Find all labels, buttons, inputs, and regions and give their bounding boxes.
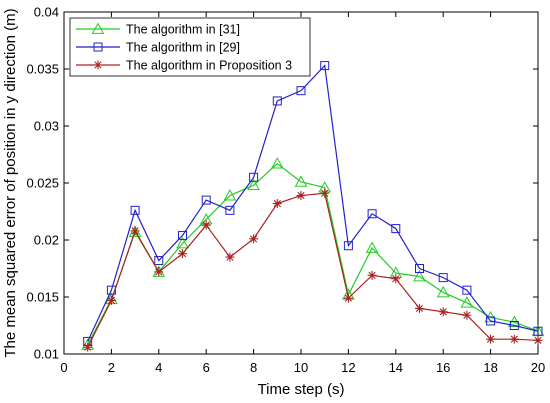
data-point-triangle [176,236,189,249]
data-point-star [486,334,496,344]
data-point-triangle [413,269,426,282]
x-tick-label: 10 [294,360,308,375]
data-point-square [225,205,235,215]
data-point-triangle [294,175,308,187]
data-point-triangle [436,285,450,298]
data-point-star [154,267,164,277]
data-point-square [249,172,259,182]
data-point-star [320,188,330,198]
legend: The algorithm in [31] The algorithm in [2… [69,17,311,77]
y-axis-title: The mean squared error of position in y … [2,8,19,357]
legend-marker-triangle [91,22,105,34]
data-series [81,61,545,352]
series-star [83,188,543,352]
data-point-square [367,209,377,219]
x-tick-label: 8 [250,360,257,375]
x-tick-label: 14 [389,360,403,375]
data-point-star [415,303,424,313]
x-tick-label: 2 [108,360,115,375]
legend-label: The algorithm in [31] [126,23,240,37]
axis-ticks: 0 2 4 6 8 10 12 14 16 18 20 0.01 0.015 0.02 0.025 0.03 0… [26,5,545,376]
data-point-star [462,310,472,320]
data-point-star [130,226,140,236]
x-tick-label: 4 [155,360,162,375]
data-point-star [367,270,377,280]
x-tick-label: 0 [60,360,67,375]
x-tick-label: 16 [436,360,450,375]
data-point-square [343,241,353,251]
data-point-square [130,205,140,215]
data-point-square [178,230,187,240]
legend-label: The algorithm in [29] [126,41,240,55]
x-tick-label: 18 [483,360,497,375]
data-point-star [509,334,519,344]
data-point-star [178,249,187,259]
data-point-square [462,285,472,295]
data-point-square [415,264,424,273]
data-point-star [201,220,211,230]
data-point-square [438,273,448,283]
data-point-star [272,199,282,209]
data-point-star [106,295,116,305]
x-tick-label: 6 [203,360,210,375]
data-point-square [320,61,330,71]
data-point-triangle [128,225,142,237]
data-point-triangle [247,178,260,191]
y-tick-label: 0.035 [26,62,59,77]
y-tick-label: 0.02 [34,233,59,248]
x-tick-label: 12 [341,360,355,375]
data-point-triangle [223,189,237,201]
data-point-star [83,342,93,352]
data-point-square [272,96,282,106]
data-point-star [438,307,448,317]
data-point-star [343,293,353,303]
legend-marker-star [93,60,103,70]
x-axis-title: Time step (s) [258,381,345,398]
data-point-triangle [270,157,284,169]
data-point-star [533,335,543,345]
y-tick-label: 0.03 [34,119,59,134]
data-point-star [391,274,401,284]
data-point-square [296,86,306,96]
data-point-star [296,191,306,201]
series-line [87,192,539,348]
x-tick-label: 20 [531,360,545,375]
data-point-square [509,321,519,330]
data-point-triangle [365,241,379,253]
data-point-square [391,224,401,234]
data-point-square [154,256,164,266]
legend-marker-square [93,42,103,52]
y-tick-label: 0.025 [26,176,59,191]
y-tick-label: 0.015 [26,290,59,305]
data-point-square [486,316,496,326]
data-point-star [225,252,235,262]
data-point-star [249,234,259,244]
data-point-square [533,326,543,336]
data-point-square [201,195,211,205]
series-line [87,162,539,346]
legend-label: The algorithm in Proposition 3 [126,59,292,73]
y-tick-label: 0.04 [34,5,59,20]
y-tick-label: 0.01 [34,347,59,362]
data-point-triangle [460,296,474,308]
